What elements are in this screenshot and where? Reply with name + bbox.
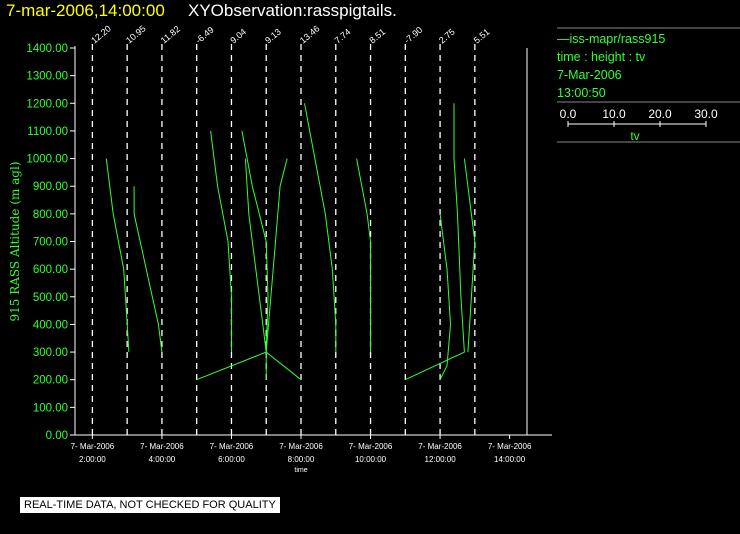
legend-mapping: time : height : tv: [557, 50, 646, 64]
legend-date: 7-Mar-2006: [557, 68, 622, 82]
profile-surface-label: 12.20: [89, 23, 113, 45]
colorbar-label: tv: [630, 129, 639, 143]
x-tick-date: 7- Mar-2006: [488, 442, 532, 451]
x-tick-time: 8:00:00: [288, 455, 315, 464]
profile-surface-label: -7.90: [402, 25, 424, 46]
profile-surface-label: 9.13: [263, 27, 283, 46]
y-tick-label: 600.00: [33, 264, 68, 276]
y-tick-label: 1400.00: [26, 43, 68, 55]
colorbar-tick-label: 20.0: [648, 107, 672, 121]
x-tick-time: 2:00:00: [79, 455, 106, 464]
x-tick-time: 10:00:00: [355, 455, 387, 464]
x-tick-time: 14:00:00: [494, 455, 526, 464]
y-axis-label: 915 RASS Altitude (m agl): [8, 161, 22, 321]
x-tick-time: 4:00:00: [149, 455, 176, 464]
series-line: [463, 158, 476, 353]
x-tick-time: 12:00:00: [425, 455, 457, 464]
x-tick-date: 7- Mar-2006: [418, 442, 462, 451]
series-line: [304, 103, 337, 353]
x-axis-label: time: [294, 467, 307, 474]
profile-surface-label: 7.74: [333, 27, 353, 46]
y-tick-label: 1300.00: [26, 71, 68, 83]
y-tick-label: 400.00: [33, 319, 68, 331]
x-tick-time: 6:00:00: [218, 455, 245, 464]
x-tick-date: 7- Mar-2006: [210, 442, 254, 451]
series-line: [133, 186, 163, 353]
axis-layer: 12.20 10.95 11.82 -6.49 9.04 9.13 13.46 7.74 8.5…: [8, 23, 552, 474]
legend-panel: —iss-mapr/rass915 time : height : tv 7-M…: [557, 30, 665, 102]
x-tick-date: 7- Mar-2006: [349, 442, 393, 451]
legend-series-entry: —iss-mapr/rass915: [557, 32, 666, 46]
y-tick-label: 700.00: [33, 237, 68, 249]
series-line: [265, 351, 302, 381]
y-tick-label: 1100.00: [27, 126, 68, 138]
colorbar-tick-label: 30.0: [694, 107, 718, 121]
header-date-time: 7-mar-2006,14:00:00: [6, 1, 165, 20]
x-tick-date: 7- Mar-2006: [279, 442, 323, 451]
header-observation-title: XYObservation:rasspigtails.: [188, 1, 397, 20]
series-line: [439, 213, 452, 380]
y-tick-label: 800.00: [33, 209, 68, 221]
legend-colorbar: 0.0 10.0 20.0 30.0 tv: [557, 27, 740, 143]
legend-time: 13:00:50: [557, 86, 606, 100]
profile-surface-label: 5.51: [472, 27, 492, 46]
series-line: [241, 130, 269, 380]
profile-surface-label: 8.51: [367, 27, 387, 46]
y-tick-label: 300.00: [33, 347, 68, 359]
profile-surface-label: 11.82: [159, 24, 182, 46]
y-tick-label: 200.00: [33, 375, 68, 387]
y-tick-label: 0.00: [46, 430, 68, 442]
y-tick-label: 500.00: [33, 292, 68, 304]
profile-surface-label: -6.49: [194, 25, 216, 46]
series-line: [210, 130, 232, 353]
profile-surface-label: 10.95: [124, 23, 148, 45]
series-layer: [105, 103, 476, 381]
series-line: [105, 158, 130, 353]
series-line: [356, 158, 371, 353]
y-tick-label: 900.00: [33, 181, 68, 193]
x-tick-date: 7- Mar-2006: [140, 442, 184, 451]
series-line: [196, 158, 267, 381]
colorbar-tick-label: 10.0: [602, 107, 626, 121]
x-tick-date: 7- Mar-2006: [71, 442, 115, 451]
y-tick-label: 100.00: [33, 402, 68, 414]
colorbar-tick-label: 0.0: [560, 107, 577, 121]
quality-note: REAL-TIME DATA, NOT CHECKED FOR QUALITY: [20, 497, 280, 513]
series-line: [265, 158, 288, 353]
profile-surface-label: 2.75: [437, 27, 457, 46]
series-line: [405, 103, 465, 381]
profile-surface-label: 13.46: [298, 23, 322, 45]
profile-baselines: [91, 44, 528, 435]
y-tick-label: 1200.00: [26, 98, 68, 110]
profile-surface-label: 9.04: [228, 27, 248, 46]
y-tick-label: 1000.00: [26, 154, 68, 166]
